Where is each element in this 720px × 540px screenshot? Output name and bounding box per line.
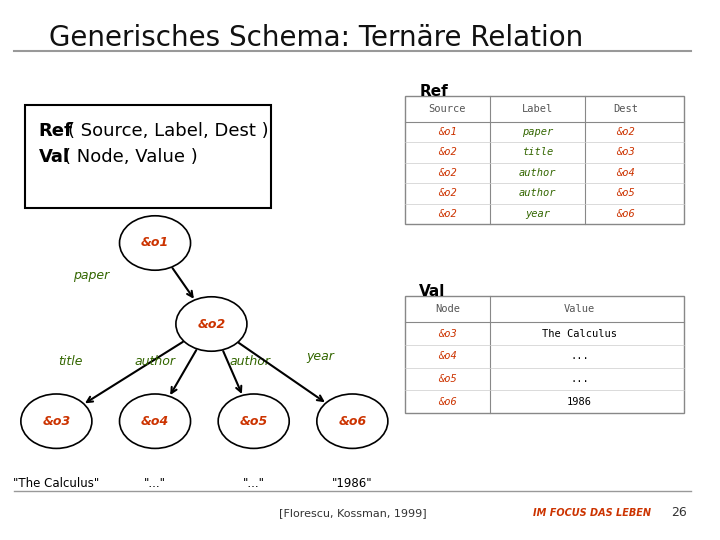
Text: &o4: &o4 (438, 352, 457, 361)
Text: &o1: &o1 (141, 237, 169, 249)
Text: &o2: &o2 (438, 168, 457, 178)
Ellipse shape (21, 394, 92, 448)
Text: year: year (307, 350, 335, 363)
Ellipse shape (176, 297, 247, 351)
Text: 1986: 1986 (567, 397, 592, 407)
Text: &o6: &o6 (438, 397, 457, 407)
Text: "...": "..." (243, 477, 265, 490)
Text: Generisches Schema: Ternäre Relation: Generisches Schema: Ternäre Relation (50, 24, 584, 52)
Text: author: author (230, 355, 271, 368)
Text: &o2: &o2 (438, 188, 457, 198)
Text: &o4: &o4 (616, 168, 635, 178)
Text: "1986": "1986" (332, 477, 373, 490)
Text: "The Calculus": "The Calculus" (13, 477, 99, 490)
Ellipse shape (120, 216, 191, 270)
Ellipse shape (120, 394, 191, 448)
Text: Ref: Ref (39, 122, 73, 139)
Ellipse shape (317, 394, 388, 448)
Text: "...": "..." (144, 477, 166, 490)
Text: Label: Label (522, 104, 553, 113)
Text: The Calculus: The Calculus (542, 329, 617, 339)
FancyBboxPatch shape (24, 105, 271, 208)
Text: Ref: Ref (419, 84, 448, 99)
Text: ( Node, Value ): ( Node, Value ) (64, 148, 198, 166)
Text: title: title (522, 147, 553, 157)
Text: Val: Val (39, 148, 70, 166)
Text: ...: ... (570, 352, 589, 361)
Text: &o5: &o5 (438, 374, 457, 384)
Text: [Florescu, Kossman, 1999]: [Florescu, Kossman, 1999] (279, 508, 426, 518)
Text: Val: Val (419, 284, 446, 299)
Bar (405, 296, 683, 413)
Text: &o5: &o5 (616, 188, 635, 198)
Text: ...: ... (570, 374, 589, 384)
Bar (405, 96, 683, 224)
Text: &o2: &o2 (197, 318, 225, 330)
Text: &o4: &o4 (141, 415, 169, 428)
Text: author: author (518, 188, 556, 198)
Text: &o3: &o3 (42, 415, 71, 428)
Text: &o3: &o3 (616, 147, 635, 157)
Text: year: year (525, 209, 550, 219)
Text: author: author (518, 168, 556, 178)
Text: &o1: &o1 (438, 127, 457, 137)
Text: title: title (58, 355, 83, 368)
Text: 26: 26 (671, 507, 687, 519)
Text: author: author (135, 355, 176, 368)
Ellipse shape (218, 394, 289, 448)
Text: &o2: &o2 (438, 209, 457, 219)
Text: &o2: &o2 (616, 127, 635, 137)
Text: Node: Node (435, 305, 460, 314)
Text: paper: paper (522, 127, 553, 137)
Text: &o2: &o2 (438, 147, 457, 157)
Text: Dest: Dest (613, 104, 638, 113)
Text: &o6: &o6 (338, 415, 366, 428)
Text: &o5: &o5 (240, 415, 268, 428)
Text: ( Source, Label, Dest ): ( Source, Label, Dest ) (68, 122, 269, 139)
Text: Source: Source (428, 104, 467, 113)
Text: paper: paper (73, 269, 109, 282)
Text: IM FOCUS DAS LEBEN: IM FOCUS DAS LEBEN (533, 508, 651, 518)
Text: &o6: &o6 (616, 209, 635, 219)
Text: &o3: &o3 (438, 329, 457, 339)
Text: Value: Value (564, 305, 595, 314)
